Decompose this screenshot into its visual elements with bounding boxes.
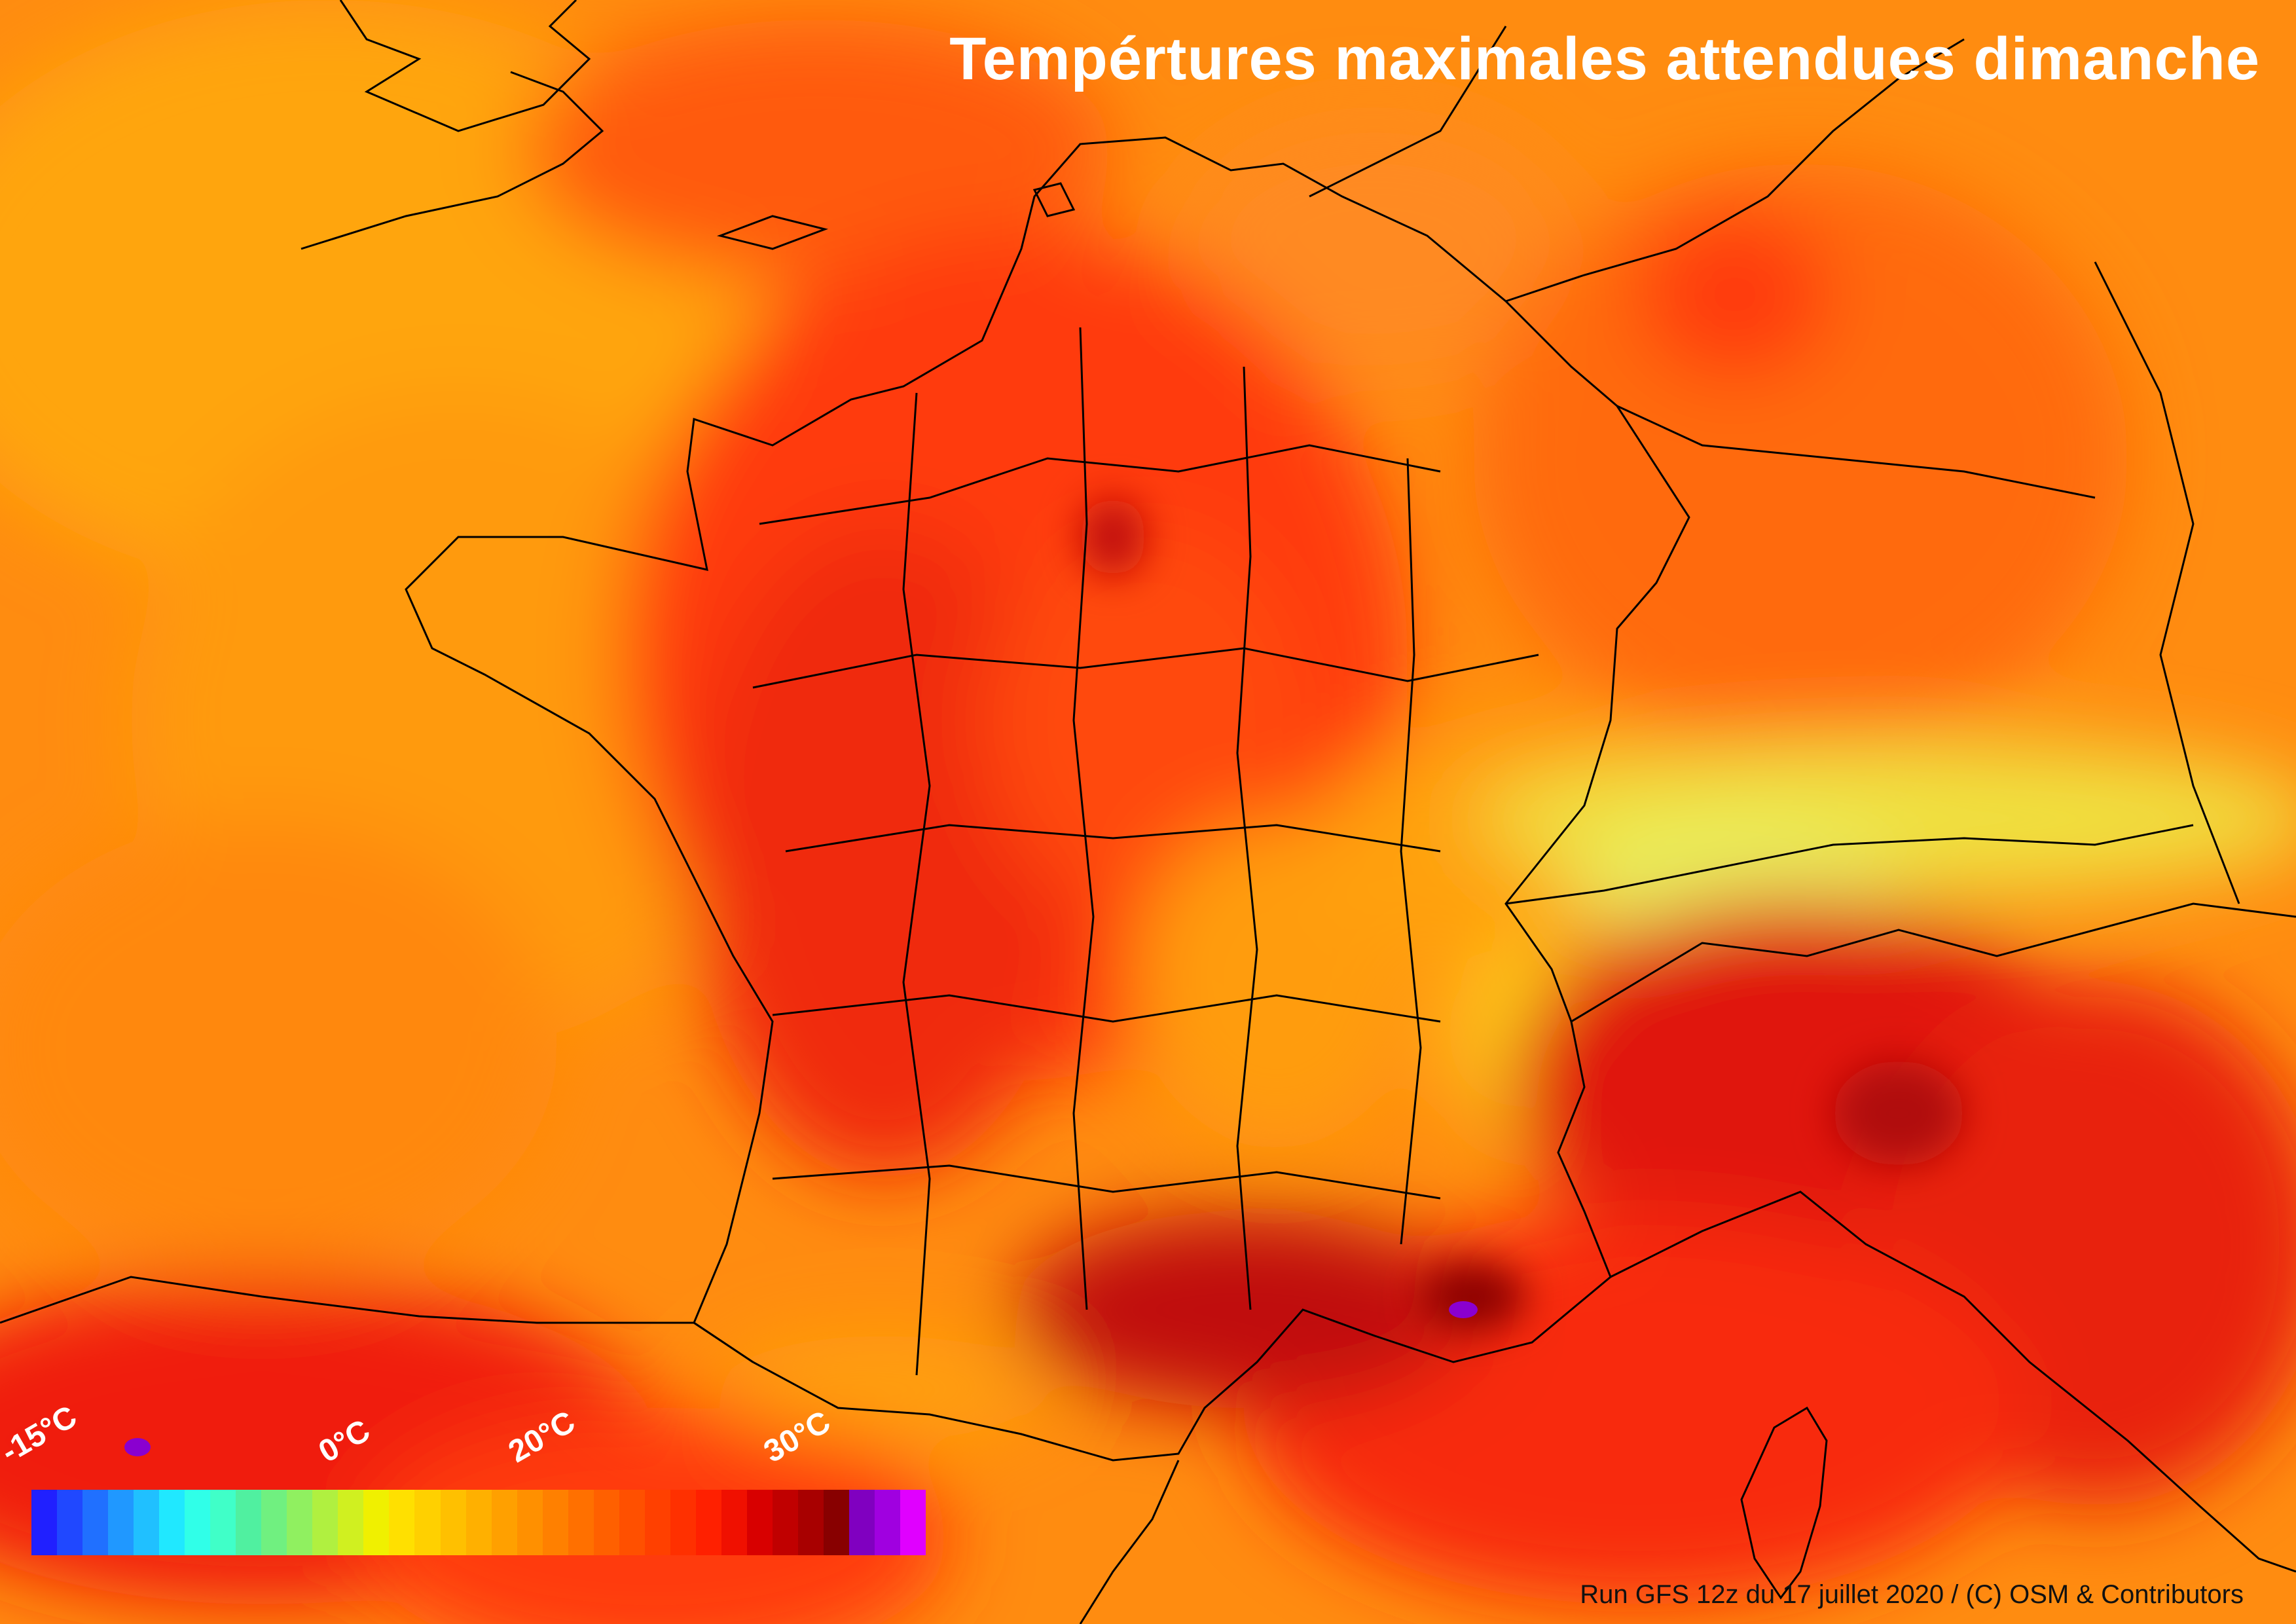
color-scale-segment [670,1490,696,1555]
color-scale-segment [823,1490,849,1555]
color-scale-segment [57,1490,83,1555]
color-scale-segment [900,1490,926,1555]
color-scale-segment [517,1490,543,1555]
color-scale-segment [287,1490,313,1555]
color-scale-segment [797,1490,824,1555]
color-scale-segment [542,1490,568,1555]
color-scale-segment [82,1490,109,1555]
color-scale-segment [875,1490,901,1555]
color-scale-segment [695,1490,721,1555]
color-scale-segment [261,1490,287,1555]
color-scale-segment [849,1490,875,1555]
color-scale-segment [108,1490,134,1555]
color-scale-segment [338,1490,364,1555]
model-run-credit: Run GFS 12z du 17 juillet 2020 / (C) OSM… [1580,1580,2244,1609]
legend-tick-label: 20°C [503,1404,581,1470]
temperature-legend: -15°C 0°C 20°C 30°C [0,1388,943,1585]
color-scale-segment [389,1490,415,1555]
legend-tick-label: 30°C [758,1404,837,1470]
color-scale-segment [772,1490,798,1555]
color-scale-segment [619,1490,645,1555]
color-scale-segment [236,1490,262,1555]
color-scale-segment [185,1490,211,1555]
color-scale-segment [159,1490,185,1555]
color-scale-segment [210,1490,236,1555]
color-scale-bar [31,1490,926,1555]
color-scale-segment [134,1490,160,1555]
color-scale-segment [465,1490,492,1555]
legend-tick-label: -15°C [0,1399,83,1470]
color-scale-segment [568,1490,594,1555]
color-scale-segment [721,1490,747,1555]
color-scale-segment [363,1490,390,1555]
color-scale-segment [593,1490,619,1555]
legend-tick-label: 0°C [313,1412,376,1470]
color-scale-segment [440,1490,466,1555]
color-scale-segment [312,1490,338,1555]
map-title: Tempértures maximales attendues dimanche [949,26,2260,92]
color-scale-segment [31,1490,58,1555]
color-scale-segment [746,1490,773,1555]
color-scale-segment [491,1490,517,1555]
color-scale-segment [644,1490,670,1555]
color-scale-segment [414,1490,441,1555]
